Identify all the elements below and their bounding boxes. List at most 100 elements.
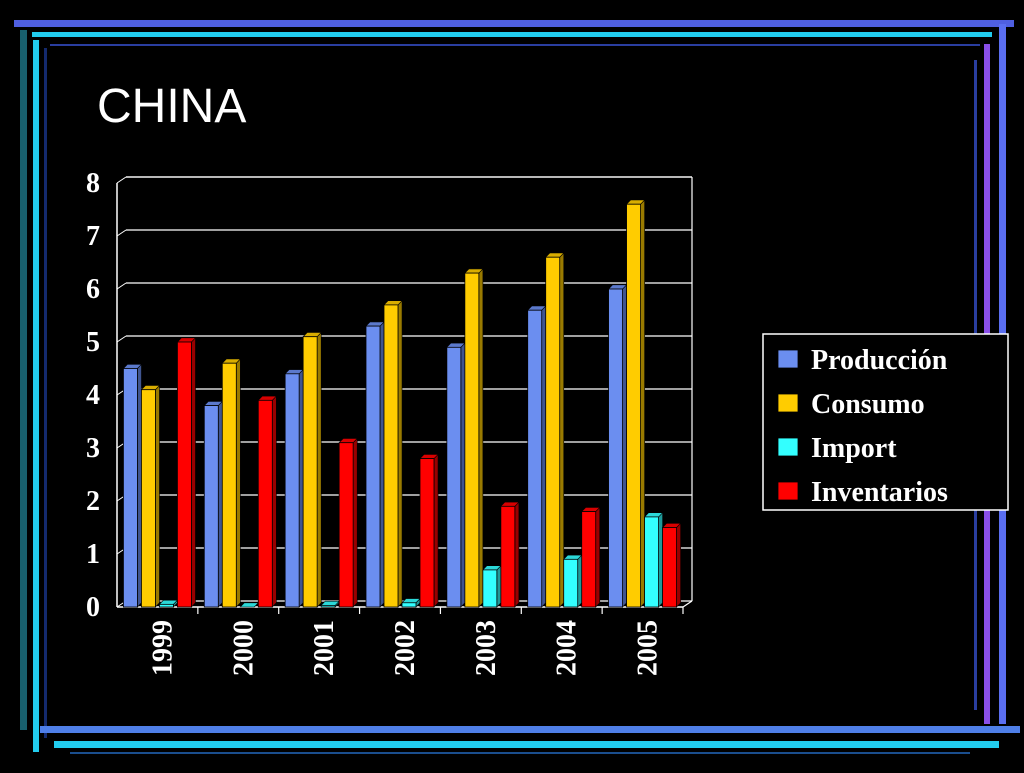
bar <box>626 203 641 608</box>
x-tick-label: 2003 <box>471 620 502 676</box>
bar-side <box>559 252 565 608</box>
frame-line-bottom-thin <box>70 752 970 754</box>
bar <box>662 527 677 608</box>
bar <box>563 558 579 608</box>
bar-side <box>235 358 241 608</box>
bar <box>159 603 174 608</box>
bar <box>221 362 237 608</box>
frame-line-left-inner <box>33 40 39 752</box>
bar <box>464 272 480 608</box>
bar-side <box>496 564 502 608</box>
legend-label: Consumo <box>811 389 925 420</box>
bar <box>581 511 597 608</box>
bar-side <box>217 400 223 608</box>
x-axis-depth <box>682 600 693 608</box>
bar-side <box>316 331 322 608</box>
bar <box>302 336 318 608</box>
bar <box>177 341 192 608</box>
y-tick-label: 6 <box>86 274 100 305</box>
bar-side <box>622 284 627 608</box>
bar-side <box>595 506 601 608</box>
bar-side <box>640 199 645 608</box>
x-tick-label: 1999 <box>147 620 178 676</box>
x-tick-label: 2001 <box>309 620 340 676</box>
legend-swatch <box>777 349 799 369</box>
x-tick-label: 2004 <box>552 620 583 676</box>
y-tick-label: 3 <box>86 433 100 464</box>
bar <box>141 389 156 608</box>
frame-line-bottom-outer <box>40 726 1020 733</box>
bar <box>383 304 399 608</box>
legend-swatch <box>777 437 799 457</box>
y-tick-label: 7 <box>86 221 100 252</box>
frame-line-left-thin <box>44 48 47 738</box>
gridline-depth <box>116 176 127 184</box>
slide-title: CHINA <box>97 80 246 133</box>
y-tick-label: 1 <box>86 539 100 570</box>
y-tick-label: 0 <box>86 592 100 623</box>
bar <box>203 405 219 608</box>
bar <box>644 516 659 608</box>
bar-side <box>298 368 304 608</box>
legend-label: Import <box>811 433 897 464</box>
bar-side <box>577 554 583 608</box>
bar-side <box>397 299 403 608</box>
bar-side <box>191 337 196 608</box>
legend-items: Producción Consumo Import Inventarios <box>777 345 948 508</box>
bar <box>545 256 561 608</box>
frame-line-top-outer <box>14 20 1014 27</box>
frame-line-top-inner <box>32 32 992 37</box>
bar <box>284 373 300 608</box>
y-tick-label: 2 <box>86 486 100 517</box>
legend-swatch <box>777 481 799 501</box>
legend-label: Inventarios <box>811 477 948 508</box>
x-tick-label: 2002 <box>390 620 421 676</box>
bar <box>419 458 435 608</box>
bar-side <box>352 437 358 608</box>
bar-side <box>541 305 547 608</box>
x-tick-label: 2000 <box>228 620 259 676</box>
frame-line-left-outer <box>20 30 27 730</box>
bar-chart: 0 1 2 3 4 5 6 7 8 1999 2000 2001 2002 2003 2004 2005 <box>86 168 693 676</box>
bar-side <box>379 321 385 608</box>
bar-side <box>514 501 520 608</box>
gridline-depth <box>116 335 127 343</box>
bar <box>338 442 354 608</box>
gridline-depth <box>116 282 127 290</box>
bar-side <box>478 268 484 608</box>
bar <box>446 346 462 608</box>
bar <box>527 309 543 608</box>
bar-side <box>137 363 142 608</box>
y-tick-label: 8 <box>86 168 100 199</box>
chart-legend: Producción Consumo Import Inventarios <box>762 333 1009 511</box>
legend-box <box>762 333 1009 511</box>
legend-swatch <box>777 393 799 413</box>
frame-line-top-thin <box>50 44 980 46</box>
gridlines <box>116 176 692 608</box>
bar <box>500 505 516 608</box>
bar <box>123 368 138 608</box>
bar <box>401 602 417 608</box>
bar-side <box>658 511 663 608</box>
bar <box>365 325 381 608</box>
bar-side <box>155 384 160 608</box>
gridline-depth <box>116 229 127 237</box>
y-tick-label: 4 <box>86 380 100 411</box>
y-axis-tick-labels: 0 1 2 3 4 5 6 7 8 <box>86 168 100 623</box>
y-tick-label: 5 <box>86 327 100 358</box>
bar-side <box>676 522 681 608</box>
frame-line-bottom-inner <box>54 741 999 748</box>
bar-series <box>122 199 682 608</box>
bar-side <box>271 395 277 608</box>
x-axis-tick-labels: 1999 2000 2001 2002 2003 2004 2005 <box>147 620 663 676</box>
bar <box>608 288 623 608</box>
legend-label: Producción <box>811 345 948 376</box>
bar <box>320 605 336 608</box>
bar <box>257 399 273 608</box>
bar-side <box>460 342 466 608</box>
x-tick-label: 2005 <box>633 620 664 676</box>
bar <box>482 569 498 608</box>
bar-side <box>433 453 439 608</box>
